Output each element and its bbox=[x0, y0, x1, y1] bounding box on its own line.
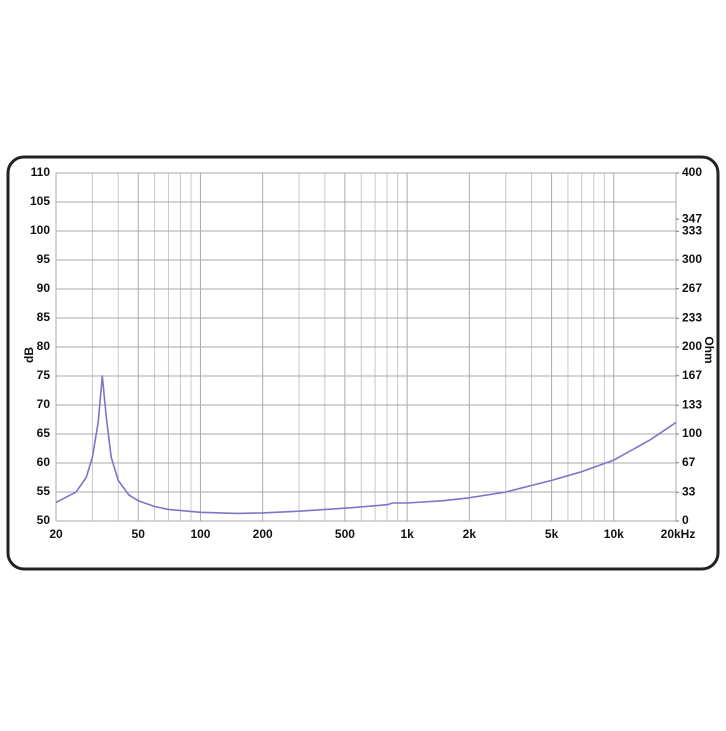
x-tick-label: 100 bbox=[190, 527, 210, 541]
x-tick-label: 20kHz bbox=[661, 527, 696, 541]
y-tick-label: 85 bbox=[37, 310, 51, 324]
y-tick-label: 70 bbox=[37, 397, 51, 411]
y2-tick-label: 167 bbox=[682, 368, 702, 382]
x-tick-label: 50 bbox=[132, 527, 146, 541]
y-tick-label: 95 bbox=[37, 252, 51, 266]
x-tick-label: 200 bbox=[253, 527, 273, 541]
y-axis-label: dB bbox=[22, 347, 36, 363]
y-tick-label: 110 bbox=[31, 165, 51, 179]
y-tick-label: 105 bbox=[30, 194, 50, 208]
y2-tick-label: 347 bbox=[682, 211, 702, 225]
y-tick-label: 80 bbox=[37, 339, 51, 353]
y2-tick-label: 400 bbox=[682, 165, 702, 179]
y2-tick-label: 200 bbox=[682, 339, 702, 353]
y2-tick-label: 300 bbox=[682, 252, 702, 266]
y2-tick-label: 0 bbox=[682, 513, 689, 527]
y2-axis-label: Ohm bbox=[702, 336, 716, 363]
y-tick-label: 75 bbox=[37, 368, 51, 382]
x-tick-label: 1k bbox=[400, 527, 414, 541]
x-tick-label: 20 bbox=[49, 527, 63, 541]
x-tick-label: 500 bbox=[335, 527, 355, 541]
y2-tick-label: 267 bbox=[682, 281, 702, 295]
y2-tick-label: 33 bbox=[682, 484, 696, 498]
x-tick-label: 10k bbox=[604, 527, 624, 541]
impedance-line bbox=[55, 375, 677, 515]
x-tick-label: 5k bbox=[545, 527, 559, 541]
y2-tick-label: 67 bbox=[682, 455, 696, 469]
y-tick-label: 100 bbox=[30, 223, 50, 237]
y-tick-label: 60 bbox=[37, 455, 51, 469]
x-tick-label: 2k bbox=[463, 527, 477, 541]
y-tick-label: 65 bbox=[37, 426, 51, 440]
y-tick-label: 50 bbox=[37, 513, 51, 527]
y-tick-label: 90 bbox=[37, 281, 51, 295]
y-tick-label: 55 bbox=[37, 484, 51, 498]
y2-tick-label: 233 bbox=[682, 310, 702, 324]
y2-tick-label: 133 bbox=[682, 397, 702, 411]
y2-tick-label: 333 bbox=[682, 223, 702, 237]
y2-tick-label: 100 bbox=[682, 426, 702, 440]
